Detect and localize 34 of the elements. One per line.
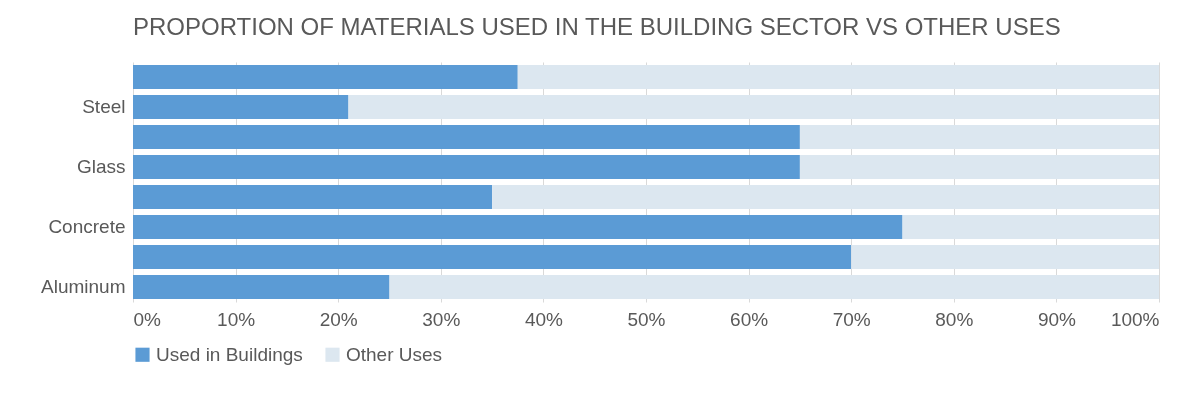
x-tick-label: 90% [1037,308,1077,330]
x-tick-label: 0% [133,308,162,330]
bar [902,215,1159,239]
bar [389,275,1159,299]
x-tick-label: 80% [935,308,974,330]
bar [517,65,1159,89]
bar [133,215,903,239]
bar [851,245,1159,269]
bar [133,185,493,209]
x-tick-label: 10% [217,308,256,330]
bar [492,185,1159,209]
legend-label: Used in Buildings [156,343,303,365]
y-tick-label: Glass [76,156,126,177]
chart-title: PROPORTION OF MATERIALS USED IN THE BUILDING SECTOR VS OTHER USES [133,13,1061,40]
y-tick-label: Steel [82,96,126,117]
bar [133,155,800,179]
bar [799,155,1159,179]
bar [133,275,390,299]
x-tick-label: 30% [422,308,461,330]
y-tick-label: Aluminum [41,276,126,297]
x-tick-label: 70% [832,308,871,330]
x-tick-label: 100% [1110,308,1160,330]
x-tick-label: 60% [730,308,769,330]
legend-label: Other Uses [346,343,443,365]
bar [133,95,349,119]
bar [348,95,1159,119]
bar [133,125,800,149]
x-tick-label: 50% [627,308,666,330]
x-tick-label: 40% [524,308,564,330]
bar [799,125,1159,149]
y-tick-label: Concrete [48,216,126,237]
bar [133,245,852,269]
bar [133,65,518,89]
x-tick-label: 20% [319,308,358,330]
